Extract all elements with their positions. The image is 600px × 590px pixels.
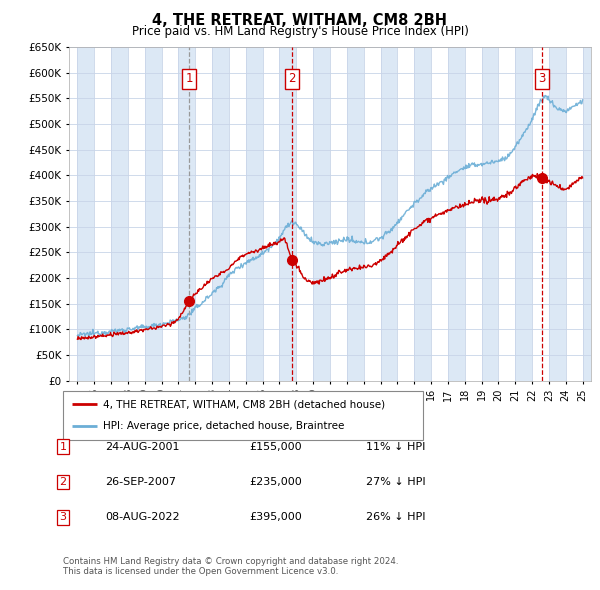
Bar (246, 47, 263, 381)
Bar (178, 47, 195, 381)
Text: HPI: Average price, detached house, Braintree: HPI: Average price, detached house, Brai… (103, 421, 344, 431)
Bar (212, 47, 229, 381)
Bar (145, 47, 161, 381)
Text: 3: 3 (59, 513, 67, 522)
Bar (380, 47, 397, 381)
Text: 3: 3 (538, 73, 546, 86)
Text: 2: 2 (288, 73, 296, 86)
Bar (414, 47, 431, 381)
Bar (280, 47, 296, 381)
Text: 08-AUG-2022: 08-AUG-2022 (105, 513, 179, 522)
Text: 24-AUG-2001: 24-AUG-2001 (105, 442, 179, 451)
Text: This data is licensed under the Open Government Licence v3.0.: This data is licensed under the Open Gov… (63, 567, 338, 576)
Bar (347, 47, 364, 381)
Bar (448, 47, 465, 381)
Bar (313, 47, 330, 381)
Text: 4, THE RETREAT, WITHAM, CM8 2BH: 4, THE RETREAT, WITHAM, CM8 2BH (152, 13, 448, 28)
Text: 11% ↓ HPI: 11% ↓ HPI (366, 442, 425, 451)
Text: 2: 2 (59, 477, 67, 487)
FancyBboxPatch shape (63, 391, 423, 440)
Text: Contains HM Land Registry data © Crown copyright and database right 2024.: Contains HM Land Registry data © Crown c… (63, 558, 398, 566)
Text: 4, THE RETREAT, WITHAM, CM8 2BH (detached house): 4, THE RETREAT, WITHAM, CM8 2BH (detache… (103, 399, 385, 409)
Text: £155,000: £155,000 (249, 442, 302, 451)
Bar (549, 47, 566, 381)
Text: £235,000: £235,000 (249, 477, 302, 487)
Text: 1: 1 (59, 442, 67, 451)
Text: 26-SEP-2007: 26-SEP-2007 (105, 477, 176, 487)
Bar (515, 47, 532, 381)
Text: 26% ↓ HPI: 26% ↓ HPI (366, 513, 425, 522)
Bar (111, 47, 128, 381)
Bar (583, 47, 599, 381)
Bar (77, 47, 94, 381)
Text: 27% ↓ HPI: 27% ↓ HPI (366, 477, 425, 487)
Text: 1: 1 (185, 73, 193, 86)
Text: Price paid vs. HM Land Registry's House Price Index (HPI): Price paid vs. HM Land Registry's House … (131, 25, 469, 38)
Bar (482, 47, 499, 381)
Text: £395,000: £395,000 (249, 513, 302, 522)
